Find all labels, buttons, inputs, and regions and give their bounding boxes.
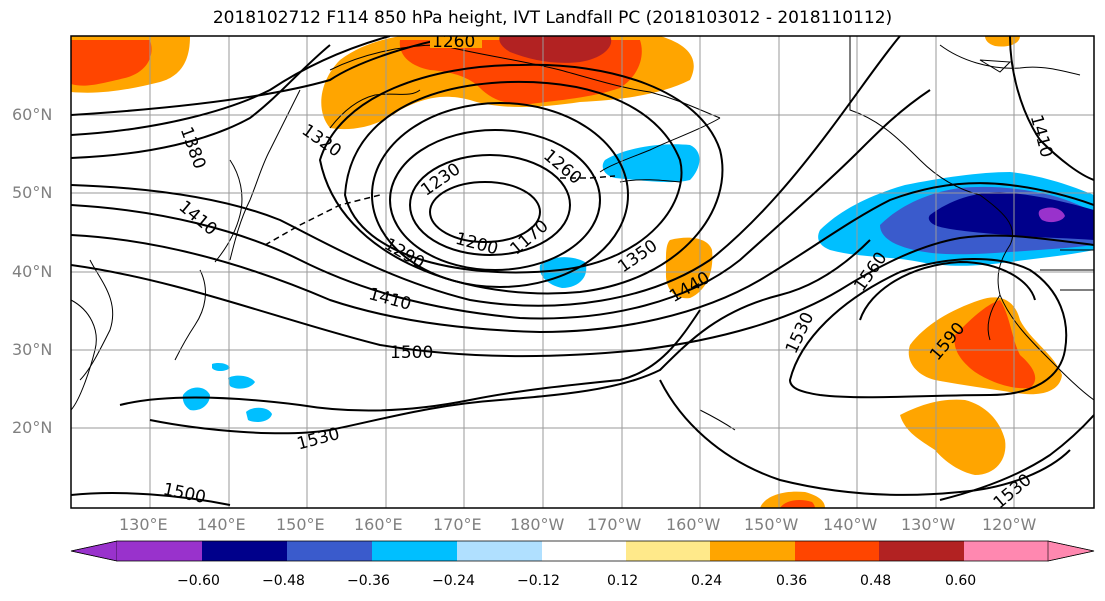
longitude-label: 150°W xyxy=(744,515,799,534)
graticule xyxy=(71,36,1094,508)
colorbar-tick-label: 0.24 xyxy=(691,573,723,589)
latitude-label: 50°N xyxy=(12,183,53,202)
height-contours xyxy=(71,36,1094,506)
colorbar-tick-label: −0.48 xyxy=(262,573,305,589)
longitude-label: 160°E xyxy=(354,515,403,534)
longitude-label: 170°W xyxy=(587,515,642,534)
longitude-label: 180°W xyxy=(510,515,565,534)
latitude-label: 40°N xyxy=(12,262,53,281)
longitude-label: 130°W xyxy=(901,515,956,534)
map-title: 2018102712 F114 850 hPa height, IVT Land… xyxy=(212,8,893,28)
longitude-label: 150°E xyxy=(276,515,325,534)
colorbar-tick-label: −0.12 xyxy=(517,573,560,589)
longitude-label: 120°W xyxy=(982,515,1037,534)
longitude-label: 160°W xyxy=(666,515,721,534)
longitude-label: 140°E xyxy=(197,515,246,534)
colorbar-tick-label: −0.36 xyxy=(347,573,390,589)
contour-label: 1500 xyxy=(390,343,433,363)
colorbar-tick-label: 0.60 xyxy=(945,573,977,589)
longitude-label: 130°E xyxy=(119,515,168,534)
longitude-label: 140°W xyxy=(823,515,878,534)
map-frame xyxy=(70,35,1095,509)
colorbar-tick-label: 0.12 xyxy=(607,573,639,589)
contour-label: 1260 xyxy=(432,32,475,52)
latitude-label: 60°N xyxy=(12,105,53,124)
colorbar-tick-label: −0.60 xyxy=(177,573,220,589)
colorbar-extend-low xyxy=(70,540,118,562)
ivt-negative-shading xyxy=(182,144,1094,422)
colorbar-extend-high xyxy=(1047,540,1095,562)
latitude-label: 20°N xyxy=(12,418,53,437)
map-plot-area: 1260 1380 1320 1230 1260 1410 1200 1170 … xyxy=(71,32,1094,508)
latitude-label: 30°N xyxy=(12,340,53,359)
colorbar-tick-label: 0.48 xyxy=(860,573,892,589)
colorbar-tick-label: −0.24 xyxy=(432,573,475,589)
colorbar xyxy=(70,540,1095,562)
longitude-label: 170°E xyxy=(433,515,482,534)
colorbar-tick-label: 0.36 xyxy=(776,573,808,589)
